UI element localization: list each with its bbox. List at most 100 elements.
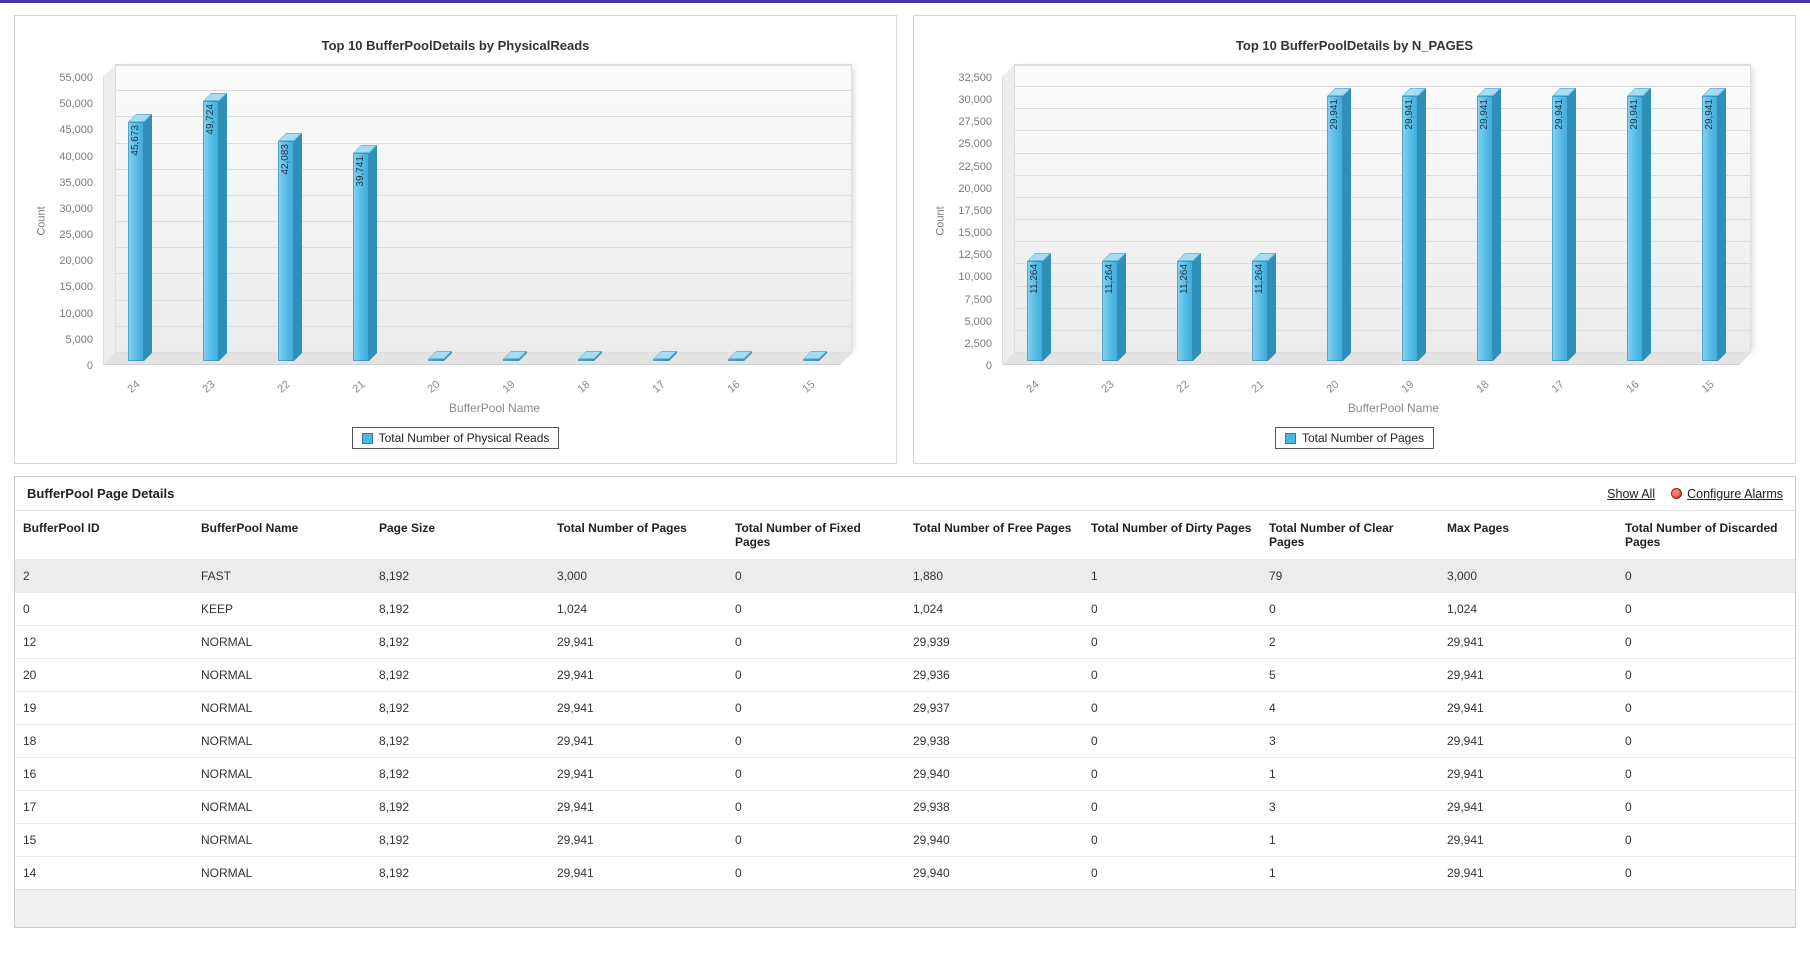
- bar-front-face: [1551, 96, 1568, 361]
- bar-front-face: [1327, 96, 1344, 361]
- chart-title: Top 10 BufferPoolDetails by N_PAGES: [1235, 38, 1474, 53]
- x-tick-label: 15: [799, 378, 818, 396]
- gridline: [1014, 86, 1751, 88]
- table-cell: 0: [1261, 592, 1439, 626]
- table-cell: 29,940: [905, 757, 1083, 791]
- table-cell: 1: [1261, 757, 1439, 791]
- table-cell: 4: [1261, 691, 1439, 725]
- bar-front-face: [1476, 96, 1493, 361]
- table-cell: 8,192: [371, 856, 549, 889]
- table-cell: 12: [15, 625, 193, 659]
- legend-box: Total Number of Physical Reads: [351, 427, 560, 449]
- bar-21: 39,741: [353, 145, 378, 361]
- bar-23: 49,724: [203, 93, 228, 361]
- table-cell: 0: [1083, 592, 1261, 626]
- y-tick-label: 5,000: [65, 333, 93, 346]
- plot-left-wall: [103, 65, 115, 365]
- bar-22: 11,264: [1177, 253, 1202, 361]
- x-tick-label: 17: [650, 378, 668, 396]
- show-all-link[interactable]: Show All: [1607, 487, 1655, 501]
- table-row: 2 FAST 8,192 3,000 0 1,880 1 79 3,000 0: [15, 559, 1795, 593]
- x-tick-label: 21: [1249, 378, 1267, 396]
- bar-19: 29,941: [1401, 88, 1426, 361]
- gridline: [1014, 263, 1751, 265]
- bar-value-label: 29,941: [1628, 99, 1640, 130]
- table-cell: 8,192: [371, 625, 549, 659]
- table-cell: 8,192: [371, 559, 549, 593]
- column-header: Total Number of Pages: [557, 521, 687, 535]
- table-cell: 0: [15, 592, 193, 626]
- bar-side-face: [369, 145, 378, 361]
- table-cell: KEEP: [193, 592, 371, 626]
- bar-plot-npages: 0 2,500 5,000 7,500 10,000 12,500 15,000 17,500…: [958, 64, 1751, 396]
- plot-left-wall: [1002, 65, 1014, 365]
- bar-value-label: 11,264: [1104, 264, 1116, 294]
- table-cell: 0: [727, 856, 905, 889]
- table-row: 0 KEEP 8,192 1,024 0 1,024 0 0 1,024 0: [15, 592, 1795, 626]
- bar-front-face: [1701, 96, 1718, 361]
- gridline: [115, 142, 852, 144]
- table-body: 2 FAST 8,192 3,000 0 1,880 1 79 3,000 0 0 KEEP 8,192…: [15, 559, 1795, 889]
- bar-side-face: [1118, 253, 1127, 361]
- column-header: Total Number of Fixed Pages: [735, 521, 861, 549]
- table-cell: 0: [1083, 625, 1261, 659]
- table-footer: [15, 889, 1795, 927]
- table-cell: 29,941: [1439, 658, 1617, 692]
- table-cell: 0: [1083, 658, 1261, 692]
- table-cell: 2: [1261, 625, 1439, 659]
- table-links: Show All Configure Alarms: [1607, 487, 1783, 501]
- gridline: [115, 221, 852, 223]
- table-cell: 0: [1617, 559, 1795, 593]
- table-cell: NORMAL: [193, 856, 371, 889]
- y-tick-label: 0: [985, 360, 992, 372]
- bar-front-face: [727, 359, 744, 361]
- table-row: 14 NORMAL 8,192 29,941 0 29,940 0 1 29,941 0: [15, 856, 1795, 889]
- table-cell: 29,941: [1439, 724, 1617, 758]
- configure-alarms-link[interactable]: Configure Alarms: [1671, 487, 1783, 501]
- bar-front-face: [203, 101, 220, 361]
- table-cell: 15: [15, 823, 193, 857]
- legend-label: Total Number of Pages: [1301, 431, 1425, 445]
- x-tick-label: 24: [125, 378, 143, 396]
- table-cell: 0: [1617, 856, 1795, 889]
- y-tick-label: 17,500: [958, 204, 992, 217]
- bar-side-face: [1043, 253, 1052, 361]
- table-cell: NORMAL: [193, 757, 371, 791]
- y-tick-label: 32,500: [958, 72, 992, 84]
- table-cell: 29,941: [1439, 856, 1617, 889]
- table-cell: 29,938: [905, 724, 1083, 758]
- show-all-label: Show All: [1607, 486, 1656, 501]
- x-tick-label: 20: [1324, 378, 1342, 396]
- y-tick-label: 15,000: [958, 227, 992, 240]
- table-row: 19 NORMAL 8,192 29,941 0 29,937 0 4 29,941 0: [15, 691, 1795, 725]
- y-tick-label: 27,500: [958, 116, 992, 129]
- table-cell: 29,941: [549, 790, 727, 824]
- legend-swatch-icon: [361, 432, 373, 444]
- top-accent-line: [0, 0, 1810, 3]
- table-row: 18 NORMAL 8,192 29,941 0 29,938 0 3 29,941 0: [15, 724, 1795, 758]
- bar-24: 45,673: [128, 114, 153, 361]
- table-cell: 1: [1261, 856, 1439, 889]
- bar-front-face: [1027, 261, 1044, 361]
- x-tick-label: 23: [200, 378, 218, 396]
- bar-side-face: [144, 114, 153, 361]
- bar-front-face: [278, 141, 295, 361]
- table-cell: 5: [1261, 658, 1439, 692]
- table-cell: NORMAL: [193, 790, 371, 824]
- bar-19: [502, 351, 527, 361]
- x-tick-label: 21: [350, 378, 368, 396]
- bar-value-label: 11,264: [1179, 264, 1191, 294]
- table-title: BufferPool Page Details: [27, 486, 175, 501]
- bar-24: 11,264: [1027, 253, 1052, 361]
- table-cell: 3: [1261, 790, 1439, 824]
- table-cell: 0: [727, 559, 905, 593]
- table-cell: 29,941: [549, 823, 727, 857]
- bar-value-label: 29,941: [1403, 99, 1415, 130]
- bar-value-label: 11,264: [1029, 264, 1041, 294]
- table-cell: 29,941: [1439, 823, 1617, 857]
- table-cell: 1: [1083, 559, 1261, 593]
- x-axis-title: BufferPool Name: [448, 401, 541, 415]
- table-cell: 3,000: [549, 559, 727, 593]
- table-cell: 29,941: [1439, 691, 1617, 725]
- table-cell: 0: [1617, 790, 1795, 824]
